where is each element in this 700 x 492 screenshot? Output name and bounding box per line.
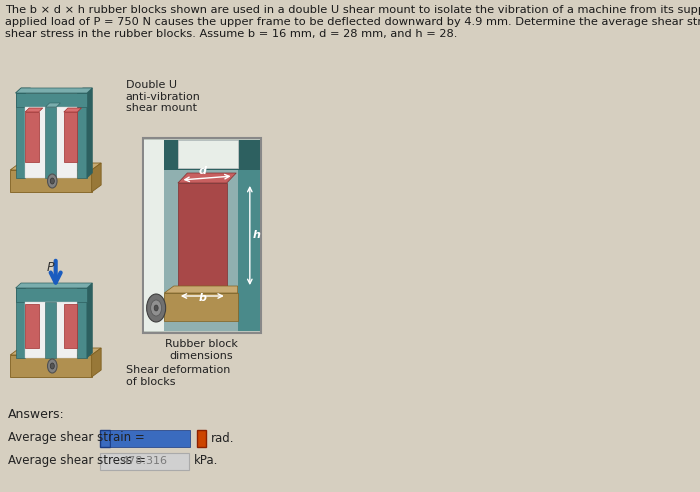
Polygon shape <box>25 108 43 112</box>
Bar <box>10 355 92 377</box>
Polygon shape <box>78 88 92 93</box>
Bar <box>164 140 260 331</box>
Bar <box>178 140 237 168</box>
Bar <box>10 170 92 192</box>
Bar <box>164 293 237 321</box>
Polygon shape <box>87 283 92 358</box>
Text: kPa.: kPa. <box>193 455 218 467</box>
Circle shape <box>50 178 55 184</box>
Text: Average shear stress =: Average shear stress = <box>8 454 146 467</box>
Bar <box>25 112 38 162</box>
Circle shape <box>154 305 158 311</box>
Text: b: b <box>198 293 206 303</box>
Circle shape <box>48 174 57 188</box>
Polygon shape <box>10 348 101 355</box>
Bar <box>46 302 56 358</box>
Polygon shape <box>10 163 101 170</box>
Text: h: h <box>253 230 260 240</box>
Bar <box>15 288 87 302</box>
Bar <box>144 140 168 331</box>
Text: Shear deformation
of blocks: Shear deformation of blocks <box>125 365 230 387</box>
Bar <box>25 304 38 348</box>
Bar <box>15 93 87 107</box>
Circle shape <box>146 294 166 322</box>
Bar <box>78 288 87 358</box>
Polygon shape <box>164 286 237 293</box>
Bar <box>197 430 206 447</box>
Text: Double U
anti-vibration
shear mount: Double U anti-vibration shear mount <box>125 80 200 113</box>
Bar <box>178 183 227 288</box>
Bar <box>143 138 261 333</box>
Circle shape <box>150 300 162 316</box>
Polygon shape <box>46 103 60 107</box>
Text: Rubber block
dimensions: Rubber block dimensions <box>165 339 238 361</box>
Bar <box>64 112 78 162</box>
Text: 478.316: 478.316 <box>122 456 167 466</box>
Bar <box>164 140 260 170</box>
Bar <box>101 453 189 470</box>
Bar <box>25 302 78 358</box>
Bar <box>15 288 25 358</box>
Bar <box>78 93 87 178</box>
Polygon shape <box>178 173 236 183</box>
Bar <box>25 107 78 178</box>
Bar <box>15 93 25 178</box>
Bar <box>46 107 56 178</box>
Polygon shape <box>15 88 92 93</box>
Polygon shape <box>15 88 31 93</box>
Circle shape <box>48 359 57 373</box>
Bar <box>110 430 190 447</box>
Text: The b × d × h rubber blocks shown are used in a double U shear mount to isolate : The b × d × h rubber blocks shown are us… <box>5 5 700 15</box>
Bar <box>64 304 78 348</box>
Bar <box>101 430 110 447</box>
Text: Answers:: Answers: <box>8 408 65 421</box>
Text: Average shear strain =: Average shear strain = <box>8 431 145 444</box>
Bar <box>164 140 179 331</box>
Polygon shape <box>92 163 101 192</box>
Bar <box>237 140 260 331</box>
Text: shear stress in the rubber blocks. Assume b = 16 mm, d = 28 mm, and h = 28.: shear stress in the rubber blocks. Assum… <box>5 29 457 39</box>
Text: P: P <box>46 261 54 274</box>
Circle shape <box>50 363 55 369</box>
Polygon shape <box>87 88 92 178</box>
Polygon shape <box>92 348 101 377</box>
Text: applied load of P = 750 N causes the upper frame to be deflected downward by 4.9: applied load of P = 750 N causes the upp… <box>5 17 700 27</box>
Polygon shape <box>15 283 92 288</box>
Polygon shape <box>64 108 81 112</box>
Text: rad.: rad. <box>211 431 234 444</box>
Text: d: d <box>198 166 206 176</box>
